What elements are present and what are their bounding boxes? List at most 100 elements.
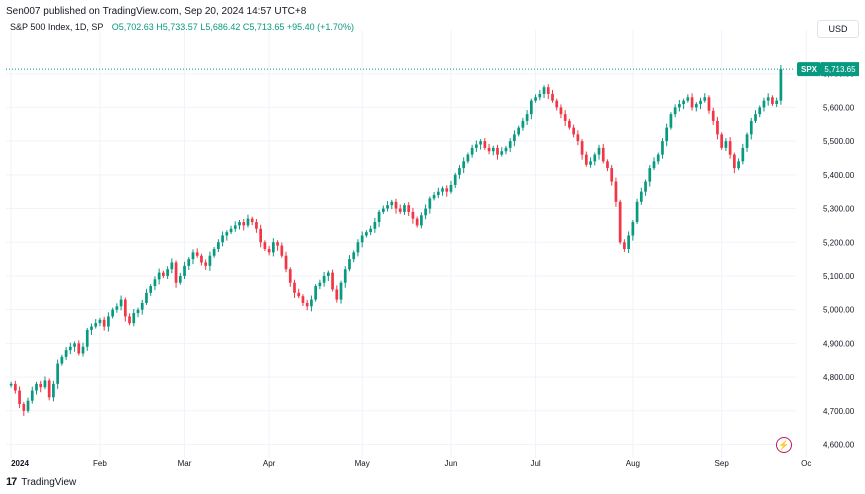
candle-body [153, 279, 157, 287]
candle-body [601, 147, 605, 162]
candle-body [208, 255, 212, 266]
candle-body [35, 383, 38, 391]
candle-body [73, 343, 76, 347]
candle-body [656, 154, 660, 162]
candle-body [360, 235, 364, 243]
x-tick-label: Jun [445, 459, 458, 468]
brand-name: TradingView [21, 476, 77, 488]
last-price-label: SPX 5,713.65 [797, 62, 859, 77]
candle-body [542, 87, 546, 94]
price-tag-bg [821, 62, 859, 77]
candle-body [301, 296, 305, 303]
candle-body [90, 326, 93, 330]
candle-body [496, 147, 499, 155]
candle-body [589, 161, 592, 165]
candle-body [225, 232, 229, 236]
candle-body [559, 107, 563, 115]
candle-body [644, 181, 647, 192]
candle-body [631, 222, 635, 236]
candle-body [745, 134, 749, 148]
candle-body [648, 168, 652, 182]
x-tick-label: Apr [263, 459, 276, 468]
chart-grid [6, 30, 807, 458]
candle-body [217, 242, 220, 249]
candle-body [343, 269, 347, 283]
candle-body [140, 302, 144, 310]
candle-body [390, 201, 394, 206]
candle-body [462, 161, 466, 169]
candle-body [779, 69, 783, 101]
candle-body [694, 104, 698, 108]
candle-body [475, 144, 478, 148]
candle-body [551, 93, 554, 101]
candle-body [737, 161, 740, 169]
candle-body [682, 100, 685, 105]
candle-body [221, 235, 224, 243]
candle-body [606, 161, 609, 169]
candle-body [398, 208, 402, 212]
x-tick-label: Sep [715, 459, 730, 468]
candle-body [326, 272, 330, 276]
candle-body [369, 228, 372, 233]
candle-body [424, 208, 427, 216]
candle-body [174, 262, 178, 283]
candle-body [716, 120, 719, 135]
flash-icon[interactable]: ⚡ [776, 437, 792, 453]
candle-body [441, 188, 444, 192]
candle-body [415, 218, 419, 226]
candle-body [403, 205, 406, 212]
candle-body [68, 346, 72, 351]
candle-body [166, 269, 169, 276]
candle-body [22, 404, 26, 411]
candle-body [420, 215, 423, 226]
candle-body [754, 114, 757, 121]
price-tag: 5,713.65 [824, 65, 856, 74]
candle-body [584, 154, 588, 165]
y-tick-label: 4,700.00 [823, 407, 855, 416]
candle-body [18, 390, 21, 405]
y-tick-label: 4,800.00 [823, 373, 855, 382]
candle-body [436, 191, 440, 196]
candle-body [635, 201, 639, 223]
candle-body [593, 154, 597, 162]
symbol-tag: SPX [801, 65, 818, 74]
candle-body [394, 201, 398, 209]
candle-body [377, 211, 381, 223]
candle-body [610, 168, 614, 182]
candle-body [170, 262, 174, 270]
candle-body [749, 120, 753, 135]
y-tick-label: 5,200.00 [823, 238, 855, 247]
candle-body [157, 272, 161, 280]
y-tick-label: 5,600.00 [823, 103, 855, 112]
candle-body [576, 134, 580, 142]
candle-body [728, 141, 732, 155]
candle-body [9, 383, 13, 386]
candle-body [335, 289, 339, 300]
candle-body [703, 97, 707, 101]
currency-button[interactable]: USD [817, 20, 859, 38]
candle-body [229, 228, 233, 233]
y-tick-label: 5,400.00 [823, 171, 855, 180]
candle-body [711, 110, 715, 121]
candle-body [555, 100, 559, 108]
candle-body [741, 147, 745, 162]
candle-body [521, 120, 525, 128]
candle-body [162, 272, 165, 276]
candle-body [250, 218, 254, 223]
candle-body [720, 134, 724, 148]
candle-body [13, 383, 17, 391]
candle-body [314, 286, 317, 300]
candle-body [449, 184, 453, 192]
candle-body [470, 147, 474, 155]
x-tick-label: Jul [530, 459, 540, 468]
candle-body [652, 161, 656, 169]
candle-body [246, 218, 250, 226]
x-tick-label: Mar [178, 459, 192, 468]
candle-body [149, 286, 153, 293]
candle-body [356, 242, 360, 253]
candle-body [534, 97, 537, 101]
y-tick-label: 5,300.00 [823, 205, 855, 214]
candle-body [445, 188, 449, 192]
candle-body [339, 282, 343, 300]
